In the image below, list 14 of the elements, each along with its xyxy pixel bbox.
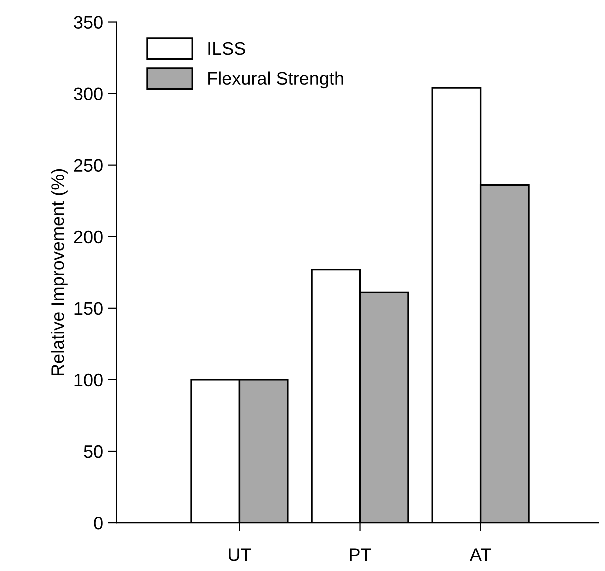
legend-label: Flexural Strength: [208, 72, 344, 89]
x-tick-label: PT: [350, 548, 372, 562]
x-tick-label: AT: [470, 548, 492, 562]
legend-label: ILSS: [208, 42, 246, 56]
y-axis-title: Relative Improvement (%): [51, 169, 68, 376]
y-tick-label: 0: [94, 516, 103, 530]
y-tick-label: 50: [84, 445, 103, 458]
y-tick-label: 300: [74, 88, 103, 101]
y-tick-label: 100: [74, 374, 103, 387]
y-tick-label: 200: [74, 230, 103, 244]
x-tick-label: UT: [229, 548, 252, 562]
y-tick-label: 350: [74, 16, 103, 29]
y-tick-label: 150: [74, 302, 103, 316]
y-tick-label: 250: [74, 159, 103, 172]
